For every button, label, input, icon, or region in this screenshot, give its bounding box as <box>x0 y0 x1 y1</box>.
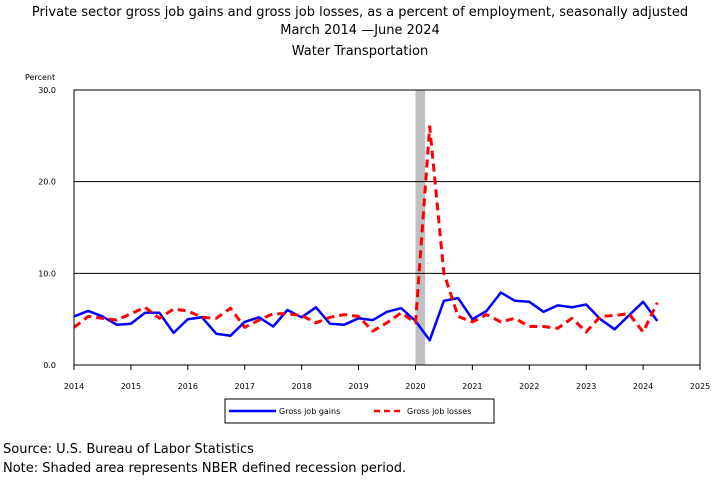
y-tick-label: 10.0 <box>38 269 56 278</box>
y-tick-label: 0.0 <box>43 361 56 370</box>
y-tick-label: 20.0 <box>38 178 56 187</box>
legend-losses-label: Gross job losses <box>407 407 471 416</box>
x-tick-label: 2016 <box>178 382 198 391</box>
recession-shading <box>415 90 426 365</box>
x-tick-label: 2022 <box>519 382 539 391</box>
x-tick-label: 2018 <box>291 382 311 391</box>
source-note: Source: U.S. Bureau of Labor Statistics <box>3 442 254 457</box>
x-tick-label: 2025 <box>690 382 710 391</box>
x-tick-label: 2023 <box>576 382 596 391</box>
y-tick-label: 30.0 <box>38 86 56 95</box>
x-tick-label: 2014 <box>64 382 84 391</box>
chart-title: Private sector gross job gains and gross… <box>31 5 689 20</box>
x-tick-label: 2017 <box>235 382 255 391</box>
y-axis-label: Percent <box>25 73 55 82</box>
x-tick-label: 2019 <box>348 382 368 391</box>
x-tick-label: 2021 <box>462 382 482 391</box>
legend-box <box>224 398 495 424</box>
legend-gains-label: Gross job gains <box>279 407 340 416</box>
plot-frame <box>73 89 701 366</box>
gains-series-line <box>73 291 659 342</box>
x-tick-label: 2024 <box>633 382 653 391</box>
x-tick-label: 2015 <box>121 382 141 391</box>
recession-note: Note: Shaded area represents NBER define… <box>3 461 407 476</box>
x-tick-label: 2020 <box>405 382 425 391</box>
chart-date-range: March 2014 —June 2024 <box>280 23 440 38</box>
losses-series-line <box>73 125 659 334</box>
chart-subtitle: Water Transportation <box>291 44 429 59</box>
